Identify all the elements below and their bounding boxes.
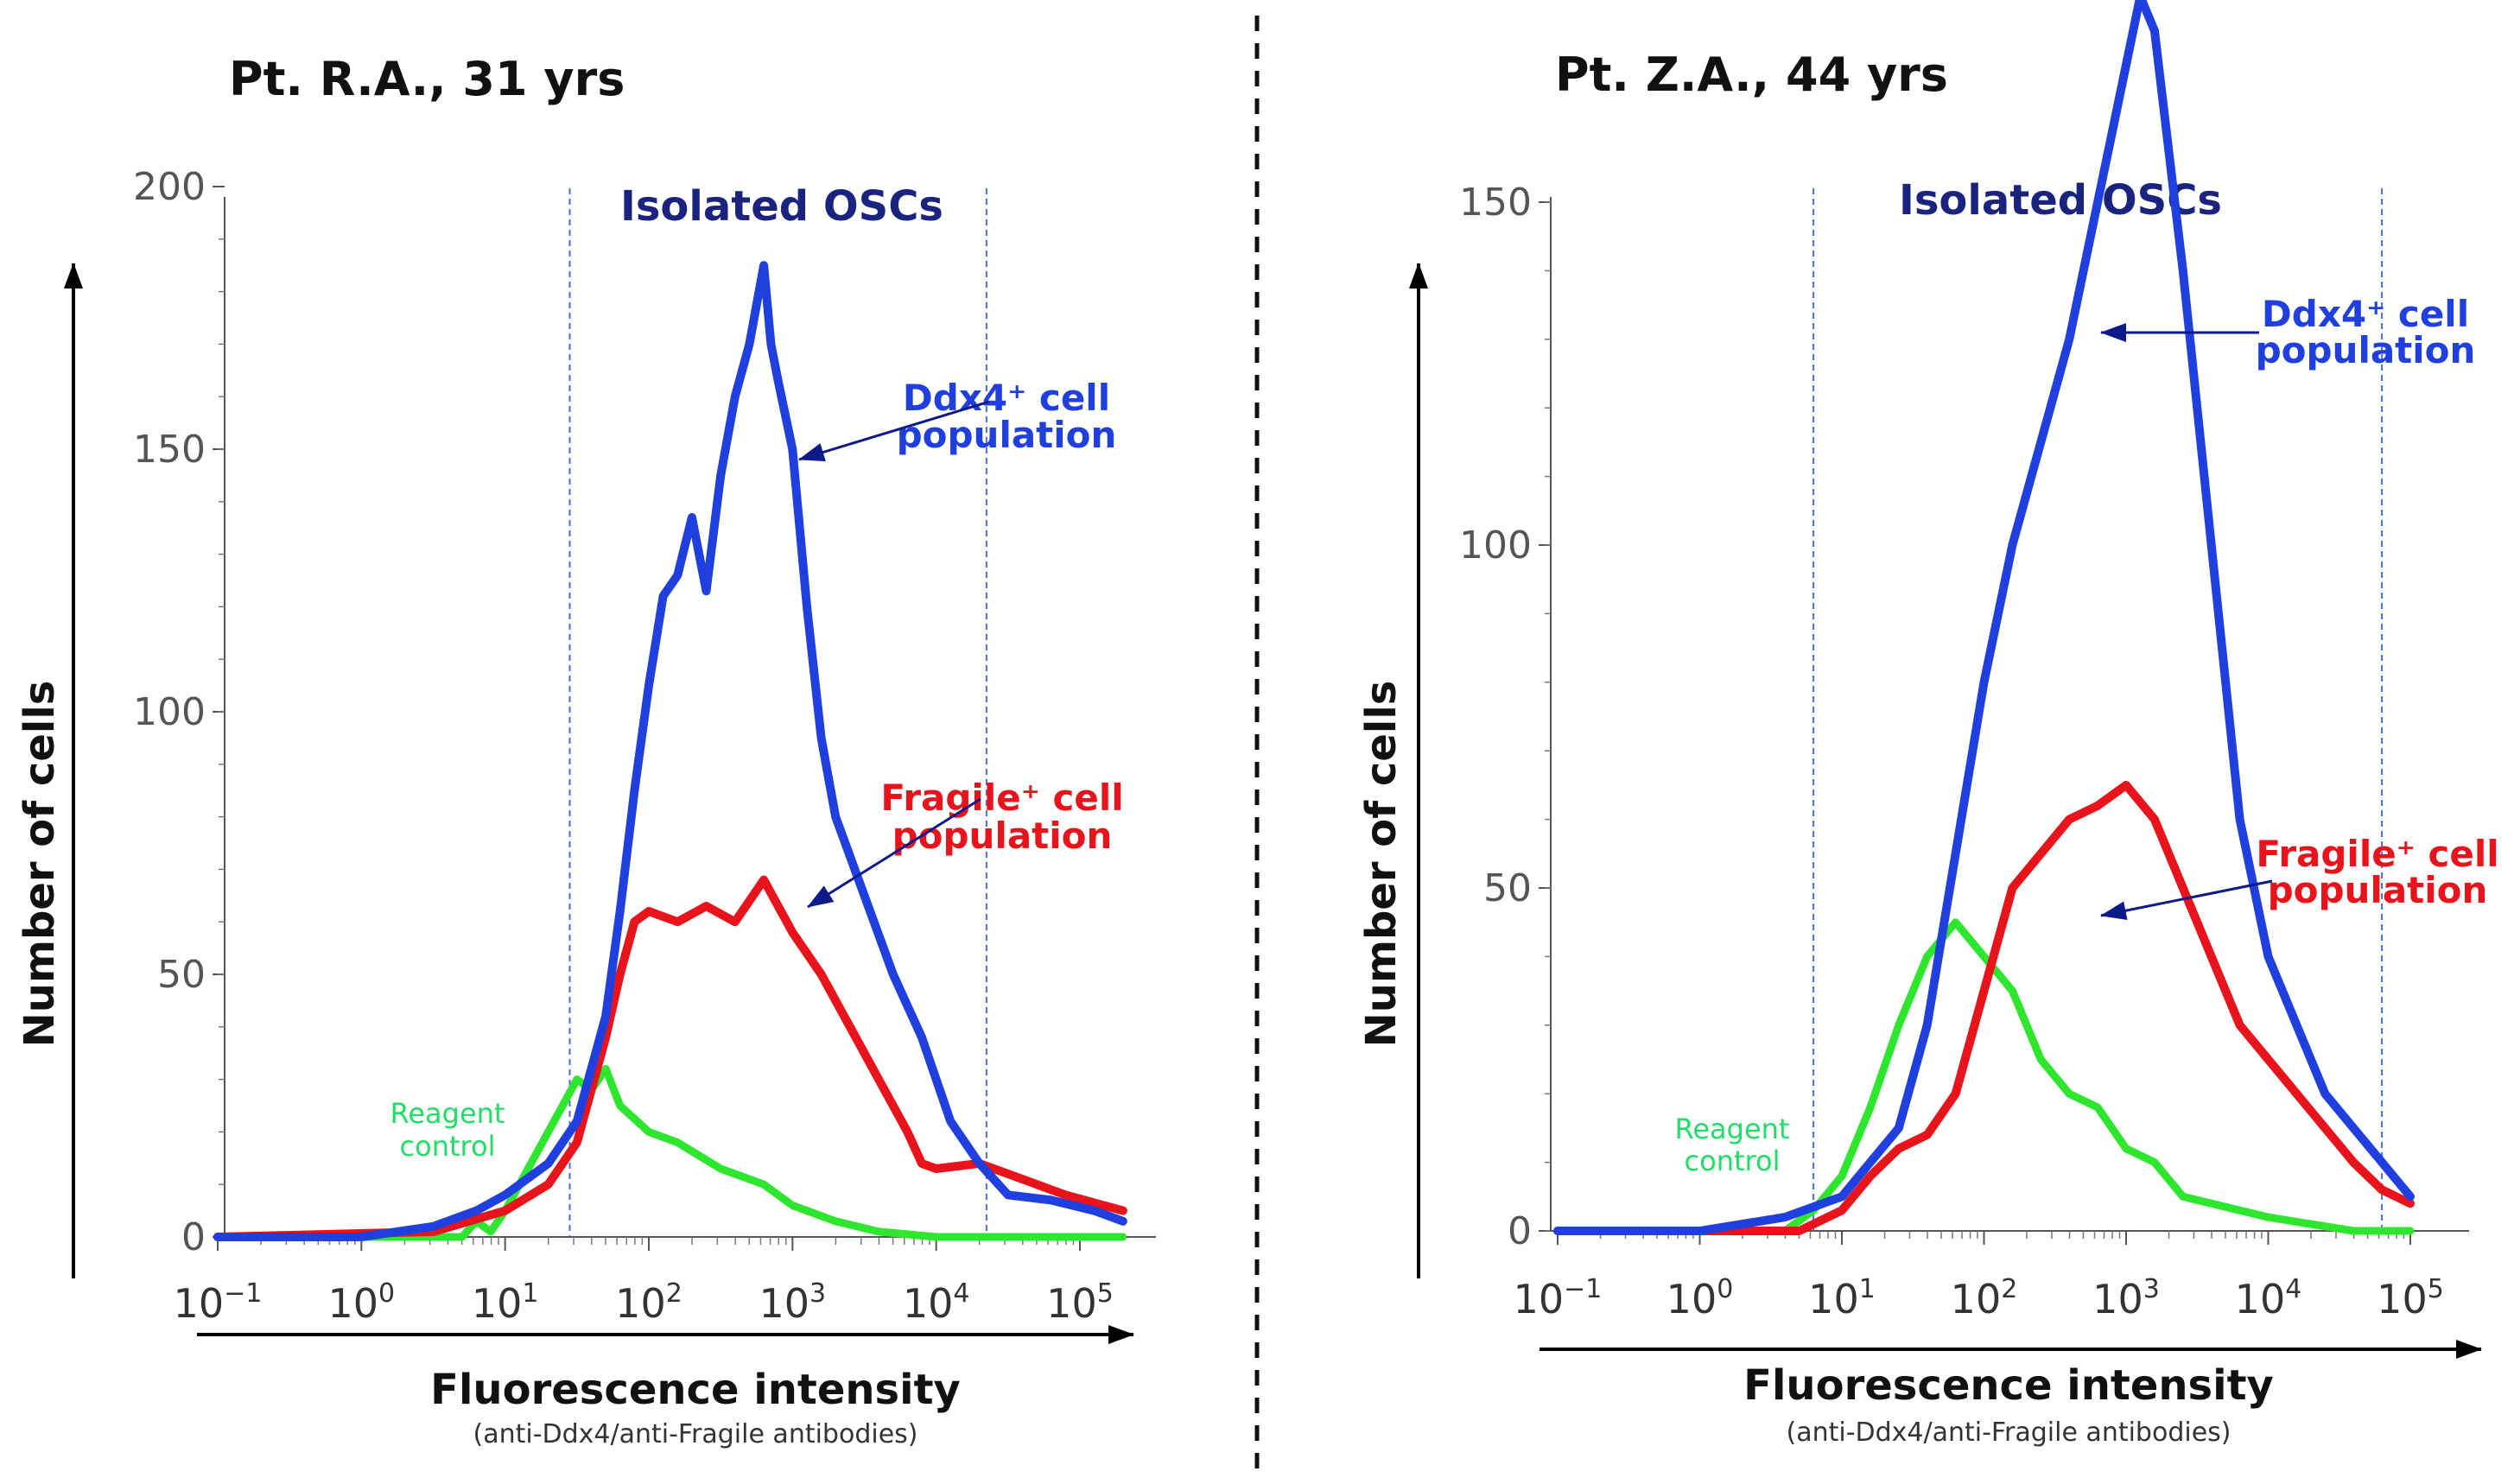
series-line-fragile	[1553, 780, 2415, 1235]
series-label-line2: population	[897, 414, 1117, 456]
y-axis-label: Number of cells	[1357, 681, 1406, 1048]
annotation-arrow	[807, 797, 981, 909]
x-tick-exponent: 3	[2143, 1274, 2160, 1304]
x-tick-exponent: 4	[2285, 1274, 2301, 1304]
chart-title: Pt. Z.A., 44 yrs	[1555, 48, 1948, 102]
x-tick-exponent: 0	[1717, 1274, 1733, 1304]
x-tick-exponent: 5	[2428, 1274, 2444, 1304]
x-tick-exponent: 5	[1097, 1278, 1114, 1309]
series-label-line2: population	[892, 815, 1113, 857]
series-label-line2: population	[2268, 869, 2488, 911]
x-tick-label: 10−1	[174, 1278, 263, 1327]
gate-label: Isolated OSCs	[1899, 176, 2222, 225]
series-line-reagent-control	[1553, 918, 2415, 1235]
x-tick-base: 10	[2377, 1276, 2428, 1322]
x-tick-base: 10	[2235, 1276, 2286, 1322]
x-tick-label: 105	[1046, 1278, 1114, 1327]
x-axis-label: Fluorescence intensity	[1743, 1361, 2274, 1410]
chart-title: Pt. R.A., 31 yrs	[229, 52, 625, 106]
y-tick-label: 150	[133, 428, 206, 472]
series-line-fragile	[213, 875, 1127, 1241]
x-tick-exponent: 2	[2001, 1274, 2017, 1304]
y-tick-label: 0	[181, 1215, 206, 1259]
series-line-ddx4	[213, 261, 1127, 1241]
x-tick-base: 10	[759, 1280, 810, 1327]
x-tick-label: 100	[328, 1278, 396, 1327]
series-label-line1: Reagent	[1675, 1113, 1790, 1145]
x-axis-sublabel: (anti-Ddx4/anti-Fragile antibodies)	[473, 1419, 918, 1449]
x-axis-label: Fluorescence intensity	[430, 1366, 961, 1414]
x-tick-base: 10	[1514, 1276, 1565, 1322]
series-label-line2: control	[1685, 1145, 1781, 1177]
x-tick-base: 10	[1666, 1276, 1717, 1322]
y-tick-label: 50	[157, 953, 206, 997]
series-label-line1: Ddx4⁺ cell	[2262, 293, 2469, 335]
x-ticks: 10−1 100 101 102 103 104 105	[1514, 1231, 2444, 1322]
x-tick-base: 10	[1046, 1280, 1097, 1327]
y-axis-label: Number of cells	[16, 681, 64, 1048]
y-tick-label: 50	[1483, 866, 1532, 910]
annotation-arrow	[2100, 879, 2273, 921]
y-tick-label: 0	[1508, 1209, 1532, 1253]
x-tick-label: 101	[1808, 1274, 1876, 1322]
series-label-line1: Ddx4⁺ cell	[903, 377, 1110, 419]
x-tick-base: 10	[2092, 1276, 2143, 1322]
x-tick-exponent: 4	[953, 1278, 969, 1309]
x-ticks: 10−1 100 101 102 103 104 105	[174, 1237, 1114, 1327]
series-line-ddx4	[1553, 0, 2415, 1235]
x-tick-label: 103	[759, 1278, 827, 1327]
series-label-line2: control	[400, 1130, 496, 1163]
x-tick-label: 102	[615, 1278, 682, 1327]
x-tick-exponent: 0	[378, 1278, 395, 1309]
x-tick-label: 103	[2092, 1274, 2160, 1322]
x-tick-label: 10−1	[1514, 1274, 1603, 1322]
series-label-line2: population	[2256, 329, 2476, 371]
x-tick-base: 10	[472, 1280, 523, 1327]
series-label-line1: Reagent	[390, 1097, 505, 1130]
y-tick-label: 100	[1459, 523, 1532, 568]
y-ticks: 0 50 100 150	[1459, 181, 1551, 1253]
x-tick-exponent: 2	[666, 1278, 682, 1309]
x-tick-label: 104	[903, 1278, 970, 1327]
x-tick-base: 10	[1951, 1276, 2002, 1322]
gate-label: Isolated OSCs	[620, 182, 943, 231]
x-tick-exponent: −1	[224, 1278, 262, 1309]
annotation-arrow	[798, 400, 990, 462]
x-tick-label: 100	[1666, 1274, 1734, 1322]
x-tick-label: 102	[1951, 1274, 2018, 1322]
x-tick-label: 104	[2235, 1274, 2302, 1322]
y-ticks: 0 50 100 150 200	[133, 165, 225, 1259]
x-tick-exponent: 1	[1859, 1274, 1876, 1304]
series-line-reagent-control	[213, 1064, 1127, 1241]
x-tick-exponent: 1	[522, 1278, 538, 1309]
x-tick-base: 10	[615, 1280, 666, 1327]
y-tick-label: 150	[1459, 181, 1532, 225]
x-tick-base: 10	[174, 1280, 225, 1327]
x-axis-sublabel: (anti-Ddx4/anti-Fragile antibodies)	[1787, 1417, 2231, 1448]
x-tick-label: 105	[2377, 1274, 2444, 1322]
y-tick-label: 100	[133, 690, 206, 734]
x-tick-base: 10	[328, 1280, 379, 1327]
series-label-line1: Fragile⁺ cell	[880, 777, 1123, 819]
x-tick-exponent: 3	[809, 1278, 826, 1309]
x-tick-base: 10	[1808, 1276, 1859, 1322]
x-tick-label: 101	[472, 1278, 539, 1327]
series-label-line1: Fragile⁺ cell	[2256, 833, 2498, 875]
x-tick-base: 10	[903, 1280, 954, 1327]
x-tick-exponent: −1	[1564, 1274, 1602, 1304]
y-tick-label: 200	[133, 165, 206, 209]
